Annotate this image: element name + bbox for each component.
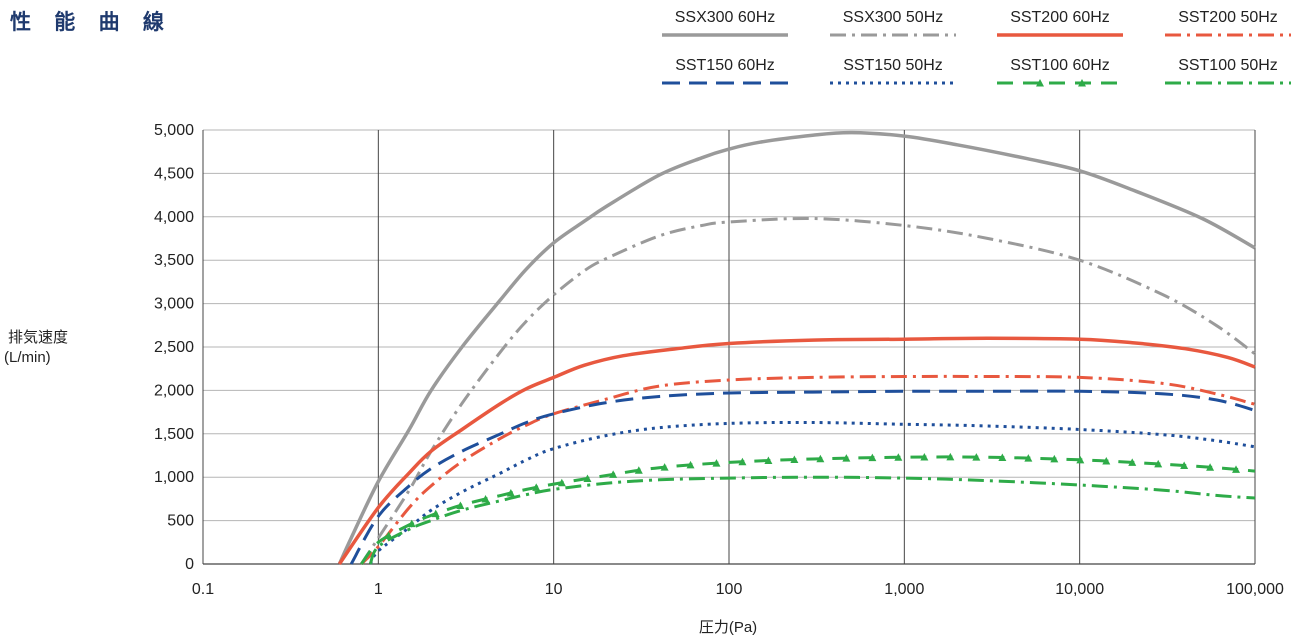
series-ssx300-50hz bbox=[360, 216, 1256, 565]
series-marker bbox=[1180, 461, 1189, 469]
y-tick-label: 2,500 bbox=[154, 339, 194, 356]
legend-label: SST100 60Hz bbox=[1010, 57, 1110, 74]
series-marker bbox=[660, 463, 669, 471]
series-line-sst200-50hz bbox=[360, 374, 1256, 566]
series-sst100-60hz bbox=[360, 452, 1256, 565]
series-marker bbox=[431, 509, 440, 518]
series-marker bbox=[407, 519, 416, 528]
legend-item-sst100-50hz: SST100 50Hz bbox=[1165, 57, 1291, 85]
x-tick-label: 10,000 bbox=[1055, 581, 1104, 598]
series-marker bbox=[1102, 457, 1111, 465]
series-sst200-50hz bbox=[360, 374, 1256, 566]
legend-item-sst200-60hz: SST200 60Hz bbox=[997, 9, 1123, 37]
series-line-sst100-50hz bbox=[368, 475, 1256, 565]
y-tick-label: 2,000 bbox=[154, 382, 194, 399]
series-marker bbox=[816, 454, 825, 463]
series-marker bbox=[1206, 463, 1215, 471]
y-tick-label: 4,000 bbox=[154, 209, 194, 226]
series-line-sst100-60hz bbox=[360, 455, 1256, 565]
y-tick-label: 0 bbox=[185, 556, 194, 573]
series-marker bbox=[712, 459, 721, 467]
series-marker bbox=[738, 457, 747, 466]
legend-label: SST200 60Hz bbox=[1010, 9, 1110, 26]
x-tick-label: 100 bbox=[716, 581, 743, 598]
series-marker bbox=[634, 466, 643, 474]
grid bbox=[202, 129, 1256, 565]
legend-item-ssx300-50hz: SSX300 50Hz bbox=[830, 9, 956, 37]
legend-item-ssx300-60hz: SSX300 60Hz bbox=[662, 9, 788, 37]
x-tick-label: 1,000 bbox=[884, 581, 924, 598]
legend-label: SST150 60Hz bbox=[675, 57, 775, 74]
legend-item-sst150-60hz: SST150 60Hz bbox=[662, 57, 788, 85]
legend-label: SSX300 60Hz bbox=[675, 9, 776, 26]
legend-label: SSX300 50Hz bbox=[843, 9, 944, 26]
y-tick-label: 500 bbox=[167, 513, 194, 530]
series-marker bbox=[1050, 454, 1059, 463]
axes: 0 500 1,000 1,500 2,000 2,500 3,000 3,500 4,000 4… bbox=[154, 122, 1284, 598]
legend: SSX300 60Hz SSX300 50Hz SST200 60Hz SST200 … bbox=[662, 9, 1291, 87]
legend-marker bbox=[1036, 79, 1044, 87]
series-layer bbox=[337, 130, 1256, 566]
series-line-sst150-50hz bbox=[368, 420, 1256, 565]
series-marker bbox=[972, 453, 981, 461]
y-tick-label: 5,000 bbox=[154, 122, 194, 139]
series-marker bbox=[609, 470, 618, 478]
series-marker bbox=[1154, 459, 1163, 468]
series-marker bbox=[894, 453, 903, 461]
series-sst100-50hz bbox=[368, 475, 1256, 565]
x-tick-label: 1 bbox=[374, 581, 383, 598]
series-marker bbox=[456, 501, 465, 509]
series-line-sst200-60hz bbox=[337, 336, 1256, 565]
series-line-sst150-60hz bbox=[349, 389, 1256, 565]
x-tick-label: 100,000 bbox=[1226, 581, 1284, 598]
series-ssx300-60hz bbox=[337, 130, 1256, 565]
series-marker bbox=[1232, 465, 1241, 473]
series-line-ssx300-60hz bbox=[337, 130, 1256, 565]
series-marker bbox=[557, 478, 566, 487]
series-line-ssx300-50hz bbox=[360, 216, 1256, 565]
legend-item-sst150-50hz: SST150 50Hz bbox=[830, 57, 956, 85]
legend-label: SST100 50Hz bbox=[1178, 57, 1278, 74]
series-marker bbox=[1076, 455, 1085, 464]
series-marker bbox=[1128, 458, 1137, 466]
series-marker bbox=[790, 455, 799, 464]
x-tick-label: 10 bbox=[545, 581, 563, 598]
series-marker bbox=[764, 456, 773, 465]
series-marker bbox=[998, 453, 1007, 461]
series-marker bbox=[1024, 454, 1033, 462]
series-marker bbox=[920, 453, 929, 461]
legend-label: SST200 50Hz bbox=[1178, 9, 1278, 26]
legend-marker bbox=[1078, 79, 1086, 87]
series-sst200-60hz bbox=[337, 336, 1256, 565]
series-marker bbox=[506, 488, 515, 497]
series-marker bbox=[481, 495, 490, 503]
y-axis-label: 排気速度 bbox=[8, 329, 68, 346]
x-tick-label: 0.1 bbox=[192, 581, 214, 598]
series-marker bbox=[946, 452, 955, 461]
series-sst150-60hz bbox=[349, 389, 1256, 565]
x-axis-label: 圧力(Pa) bbox=[699, 619, 757, 636]
series-sst150-50hz bbox=[368, 420, 1256, 565]
legend-label: SST150 50Hz bbox=[843, 57, 943, 74]
y-axis-unit: (L/min) bbox=[4, 349, 51, 366]
y-tick-label: 1,500 bbox=[154, 426, 194, 443]
legend-item-sst100-60hz: SST100 60Hz bbox=[997, 57, 1123, 87]
series-marker bbox=[583, 474, 592, 482]
y-tick-label: 3,000 bbox=[154, 296, 194, 313]
y-tick-label: 3,500 bbox=[154, 252, 194, 269]
page-title: 性 能 曲 線 bbox=[10, 9, 172, 34]
series-marker bbox=[686, 460, 695, 469]
series-marker bbox=[868, 453, 877, 462]
y-tick-label: 4,500 bbox=[154, 165, 194, 182]
series-marker bbox=[842, 454, 851, 462]
y-tick-label: 1,000 bbox=[154, 469, 194, 486]
series-marker bbox=[532, 483, 541, 491]
legend-item-sst200-50hz: SST200 50Hz bbox=[1165, 9, 1291, 37]
